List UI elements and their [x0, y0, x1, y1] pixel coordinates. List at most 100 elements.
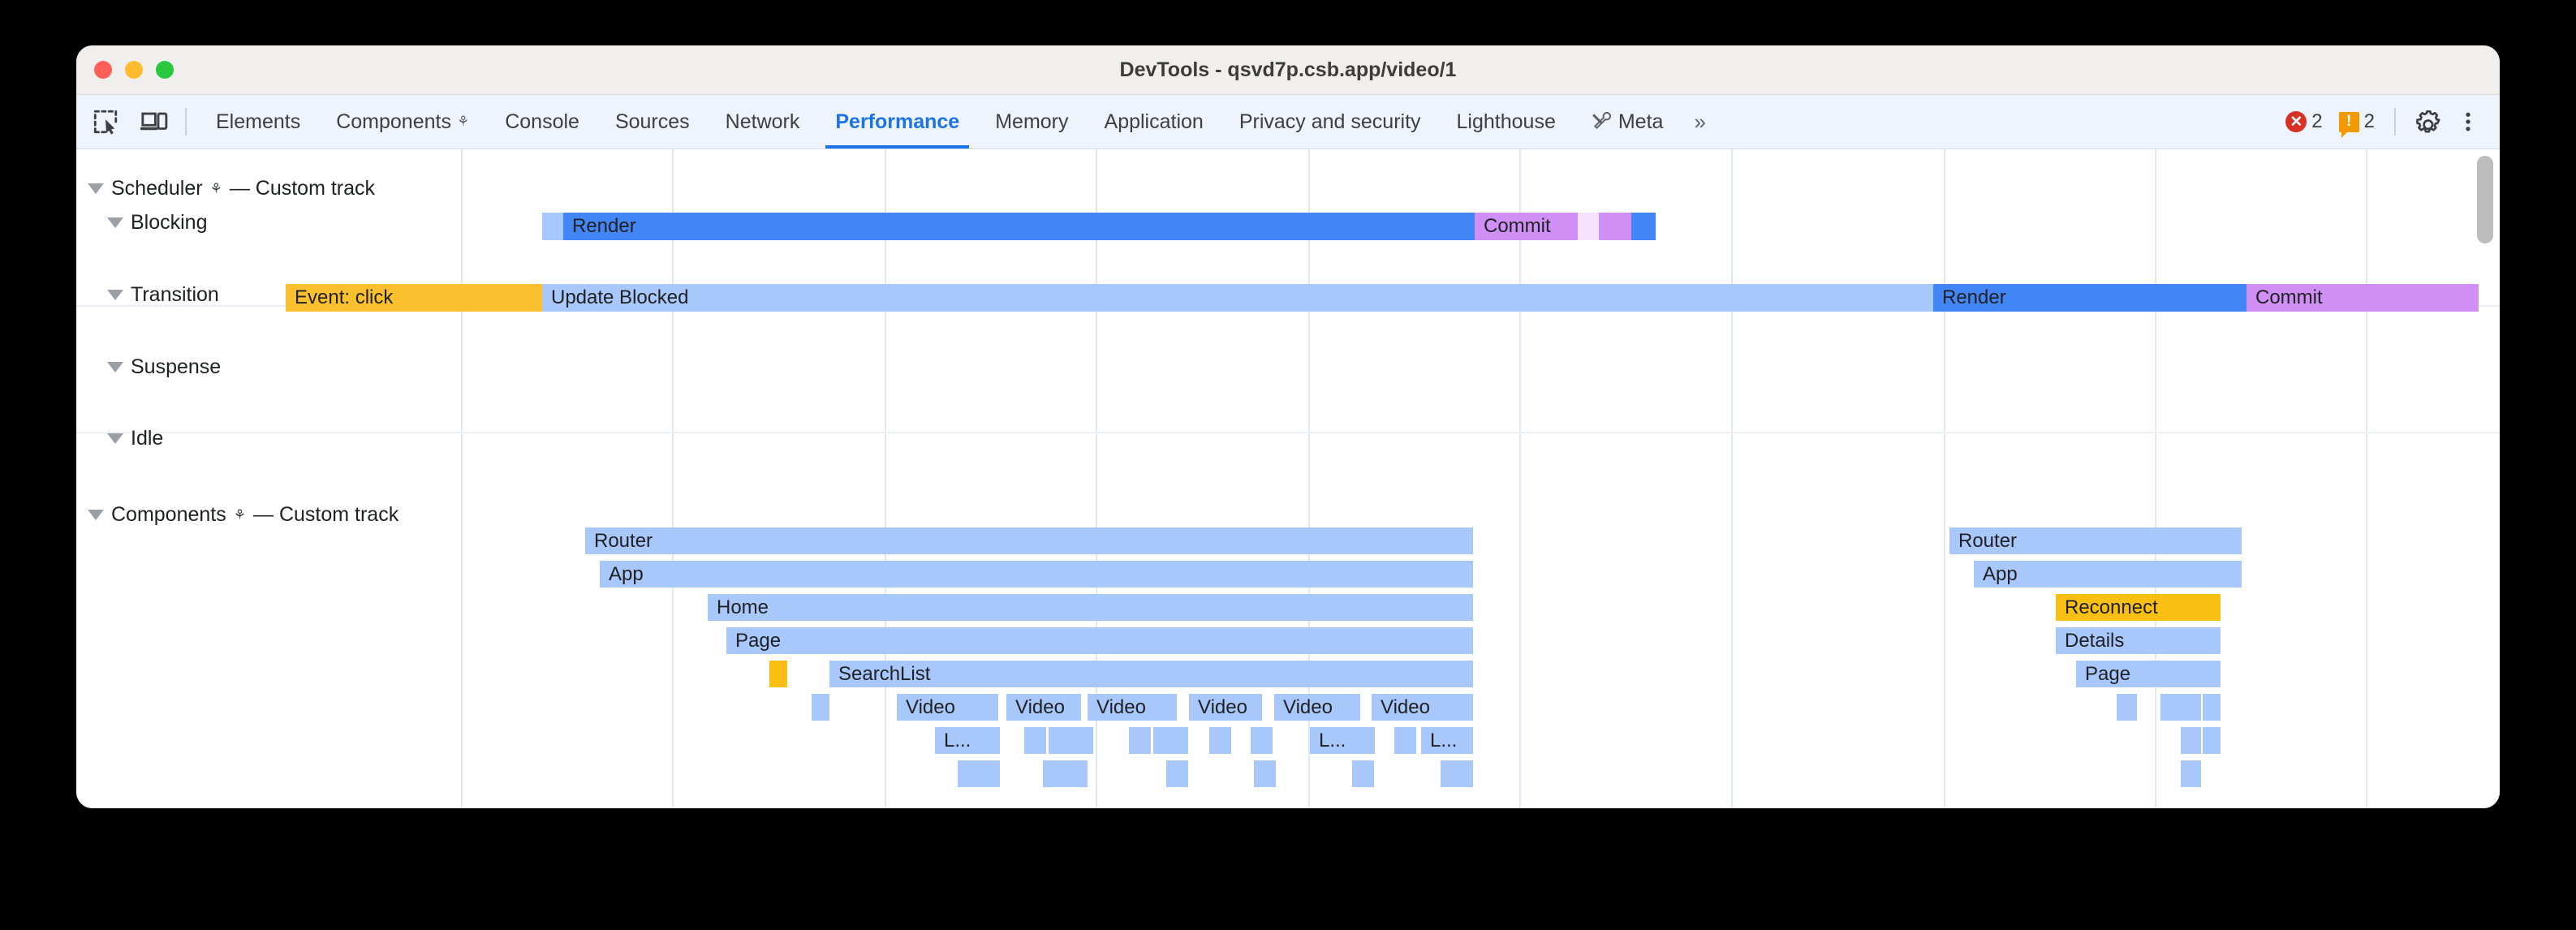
- flame-bar-component[interactable]: [1394, 727, 1416, 754]
- track-label-components[interactable]: Components ⚘ — Custom track: [88, 503, 398, 527]
- tab-list: Elements Components ⚘ Console Sources Ne…: [198, 95, 1719, 149]
- flame-bar-component[interactable]: [1251, 727, 1273, 754]
- flame-bar-component[interactable]: [1352, 760, 1374, 787]
- tab-application[interactable]: Application: [1087, 95, 1221, 149]
- flame-bar-component[interactable]: App: [1974, 561, 2242, 588]
- flame-bar-component[interactable]: [812, 694, 829, 721]
- flame-bar-blocking[interactable]: [1599, 213, 1631, 240]
- flame-bar-blocking[interactable]: Commit: [1475, 213, 1578, 240]
- inspect-element-icon[interactable]: [86, 102, 125, 141]
- tab-elements[interactable]: Elements: [198, 95, 318, 149]
- flame-bar-component[interactable]: Page: [2076, 661, 2221, 687]
- flame-bar-transition[interactable]: Commit: [2246, 284, 2479, 312]
- tab-console[interactable]: Console: [487, 95, 597, 149]
- kebab-menu-icon[interactable]: [2449, 103, 2487, 140]
- tab-label: Sources: [614, 110, 690, 133]
- flame-bar-component[interactable]: SearchList: [829, 661, 1473, 687]
- chevron-down-icon[interactable]: [107, 290, 123, 300]
- track-label-transition[interactable]: Transition: [107, 283, 219, 307]
- tab-meta[interactable]: Meta: [1574, 95, 1682, 149]
- flame-bar-component[interactable]: L...: [1310, 727, 1375, 754]
- flame-bar-component[interactable]: [2203, 727, 2221, 754]
- more-tabs-icon[interactable]: »: [1694, 109, 1706, 134]
- flame-bar-component[interactable]: Video: [897, 694, 998, 721]
- flame-bar-component[interactable]: Reconnect: [2056, 594, 2221, 621]
- flame-bar-component[interactable]: [1129, 727, 1151, 754]
- title-bar: DevTools - qsvd7p.csb.app/video/1: [76, 45, 2500, 95]
- track-label-scheduler[interactable]: Scheduler ⚘ — Custom track: [88, 177, 375, 200]
- timeline-gridline: [461, 149, 463, 808]
- react-atom-icon: ⚘: [233, 506, 246, 523]
- flame-bar-component[interactable]: App: [600, 561, 1473, 588]
- tab-components[interactable]: Components ⚘: [318, 95, 487, 149]
- tab-lighthouse[interactable]: Lighthouse: [1439, 95, 1574, 149]
- toolbar-right: ✕ 2 ! 2: [2279, 103, 2500, 140]
- tab-label: Meta: [1618, 110, 1664, 133]
- flame-bar-component[interactable]: Video: [1372, 694, 1473, 721]
- flame-bar-blocking[interactable]: Render: [563, 213, 1475, 240]
- flame-bar-component[interactable]: [1254, 760, 1276, 787]
- flame-bar-blocking[interactable]: [1578, 213, 1599, 240]
- flame-bar-blocking[interactable]: [1631, 213, 1656, 240]
- error-count-badge[interactable]: ✕ 2: [2279, 110, 2328, 133]
- flame-bar-transition[interactable]: Update Blocked: [542, 284, 1933, 312]
- track-label-blocking[interactable]: Blocking: [107, 211, 208, 235]
- flame-bar-component[interactable]: Router: [585, 527, 1473, 554]
- timeline-gridline: [1096, 149, 1097, 808]
- maximize-window-button[interactable]: [156, 61, 174, 79]
- tab-label: Memory: [995, 110, 1069, 133]
- flame-bar-component[interactable]: [2203, 694, 2221, 721]
- flame-bar-component[interactable]: [769, 661, 787, 687]
- flame-bar-component[interactable]: Page: [726, 627, 1473, 654]
- track-name: Scheduler: [111, 177, 203, 200]
- flame-bar-component[interactable]: Video: [1274, 694, 1360, 721]
- flame-bar-component[interactable]: [2117, 694, 2137, 721]
- flame-bar-component[interactable]: Router: [1949, 527, 2242, 554]
- close-window-button[interactable]: [94, 61, 112, 79]
- flame-bar-component[interactable]: Video: [1006, 694, 1081, 721]
- flame-bar-component[interactable]: [1049, 727, 1093, 754]
- flame-bar-component[interactable]: L...: [935, 727, 1000, 754]
- flame-bar-transition[interactable]: Event: click: [286, 284, 542, 312]
- timeline-gridline: [1308, 149, 1310, 808]
- flame-bar-component[interactable]: [2181, 727, 2201, 754]
- chevron-down-icon[interactable]: [88, 183, 104, 194]
- flame-bar-component[interactable]: [1024, 727, 1046, 754]
- tab-sources[interactable]: Sources: [597, 95, 708, 149]
- performance-flame-chart[interactable]: Scheduler ⚘ — Custom track Blocking Tran…: [76, 149, 2500, 808]
- chevron-down-icon[interactable]: [88, 510, 104, 520]
- flame-bar-component[interactable]: Video: [1088, 694, 1177, 721]
- flame-bar-transition[interactable]: Render: [1933, 284, 2246, 312]
- device-toolbar-icon[interactable]: [135, 102, 174, 141]
- flame-bar-component[interactable]: [958, 760, 1000, 787]
- timeline-gridline: [1519, 149, 1521, 808]
- flame-bar-component[interactable]: [1153, 727, 1188, 754]
- chevron-down-icon[interactable]: [107, 362, 123, 372]
- chevron-down-icon[interactable]: [107, 433, 123, 444]
- tab-privacy-and-security[interactable]: Privacy and security: [1221, 95, 1439, 149]
- flame-bar-component[interactable]: Home: [708, 594, 1473, 621]
- flame-bar-component[interactable]: Details: [2056, 627, 2221, 654]
- gear-icon[interactable]: [2409, 103, 2446, 140]
- track-name: Suspense: [131, 355, 222, 378]
- track-label-suspense[interactable]: Suspense: [107, 355, 221, 379]
- flame-bar-component[interactable]: [2181, 760, 2201, 787]
- tab-memory[interactable]: Memory: [977, 95, 1086, 149]
- flame-bar-component[interactable]: [1441, 760, 1473, 787]
- track-label-idle[interactable]: Idle: [107, 427, 163, 450]
- flame-bar-component[interactable]: [1043, 760, 1088, 787]
- minimize-window-button[interactable]: [125, 61, 143, 79]
- track-name: Idle: [131, 427, 164, 450]
- flame-bar-component[interactable]: L...: [1421, 727, 1473, 754]
- tab-performance[interactable]: Performance: [817, 95, 977, 149]
- chevron-down-icon[interactable]: [107, 217, 123, 228]
- flame-bar-component[interactable]: [1166, 760, 1188, 787]
- flame-bar-blocking[interactable]: [542, 213, 563, 240]
- vertical-scrollbar[interactable]: [2477, 156, 2493, 243]
- flame-bar-component[interactable]: Video: [1189, 694, 1262, 721]
- flame-bar-component[interactable]: [1209, 727, 1231, 754]
- warning-count-badge[interactable]: ! 2: [2333, 110, 2381, 138]
- timeline-gridline: [672, 149, 674, 808]
- flame-bar-component[interactable]: [2160, 694, 2201, 721]
- tab-network[interactable]: Network: [708, 95, 818, 149]
